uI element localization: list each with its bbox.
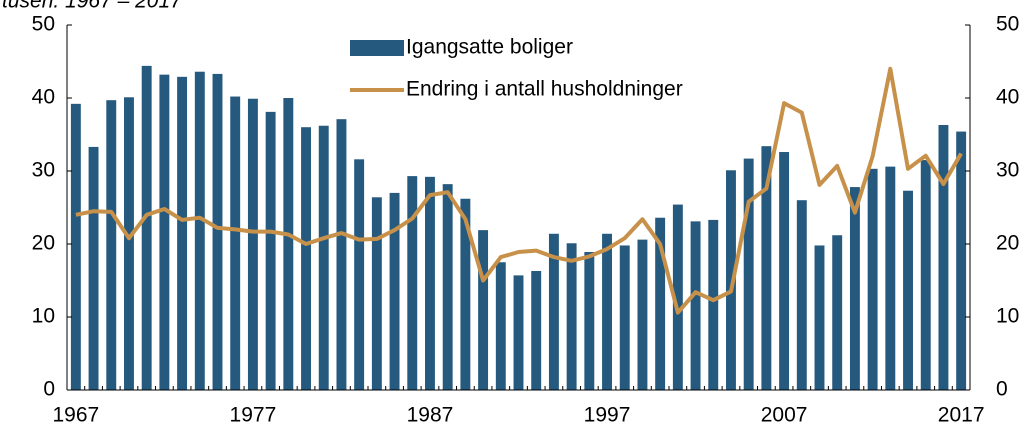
x-tick-label: 2017 (938, 404, 985, 427)
bar (407, 176, 418, 390)
y-tick-label: 10 (32, 305, 55, 328)
y2-tick-label: 20 (996, 232, 1019, 255)
x-tick-label: 1997 (584, 404, 631, 427)
bar (354, 159, 365, 390)
y-tick-label: 30 (32, 159, 55, 182)
legend-swatch (350, 40, 404, 56)
y2-tick-label: 50 (996, 13, 1019, 36)
bar (230, 96, 241, 390)
bar (566, 243, 577, 390)
bar (796, 200, 807, 390)
bar (885, 166, 896, 390)
y-tick-label: 50 (32, 13, 55, 36)
bar (460, 198, 471, 390)
bar (849, 187, 860, 390)
bar (708, 219, 719, 390)
legend-label: Igangsatte boliger (406, 36, 573, 59)
bar (265, 111, 276, 391)
y-tick-label: 20 (32, 232, 55, 255)
bar (141, 65, 152, 390)
bar (637, 239, 648, 390)
bar (619, 245, 630, 390)
bar (88, 146, 99, 390)
legend-label: Endring i antall husholdninger (406, 78, 683, 101)
bar (212, 73, 223, 390)
y-tick-label: 40 (32, 86, 55, 109)
bar (584, 252, 595, 390)
bar (690, 221, 701, 390)
bar (956, 131, 967, 390)
bar (903, 190, 913, 390)
bar (283, 98, 294, 390)
bar (371, 197, 382, 390)
bar (194, 71, 205, 390)
y2-tick-label: 0 (996, 378, 1008, 401)
bar (655, 217, 666, 390)
bar (726, 170, 736, 390)
bar (425, 176, 435, 390)
chart-title: tusen. 1967 – 2017 (2, 0, 183, 13)
bar (832, 235, 843, 390)
x-tick-label: 1987 (407, 404, 454, 427)
bar (743, 158, 754, 390)
bar (920, 160, 931, 390)
bar (602, 233, 612, 390)
y2-tick-label: 30 (996, 159, 1019, 182)
bar (672, 204, 683, 390)
bar (247, 98, 258, 390)
bar (336, 119, 347, 391)
bar (177, 76, 188, 390)
bar (513, 275, 524, 390)
x-tick-label: 1977 (230, 404, 277, 427)
bar (478, 230, 489, 390)
bar (70, 103, 81, 390)
bar (779, 152, 790, 390)
bar (761, 146, 772, 390)
bar (531, 271, 542, 390)
bar (442, 184, 453, 390)
bar (124, 97, 134, 391)
bar (301, 127, 311, 390)
x-tick-label: 1967 (52, 404, 99, 427)
bar (495, 262, 506, 390)
y-tick-label: 0 (43, 378, 55, 401)
bar (318, 125, 329, 391)
bar (867, 168, 878, 390)
bar (159, 74, 170, 390)
bar (814, 245, 825, 390)
y2-tick-label: 10 (996, 305, 1019, 328)
bar (106, 100, 117, 390)
bar (548, 233, 559, 390)
y2-tick-label: 40 (996, 86, 1019, 109)
x-tick-label: 2007 (761, 404, 808, 427)
line (75, 66, 963, 315)
bar (938, 125, 949, 390)
bar (389, 192, 400, 390)
